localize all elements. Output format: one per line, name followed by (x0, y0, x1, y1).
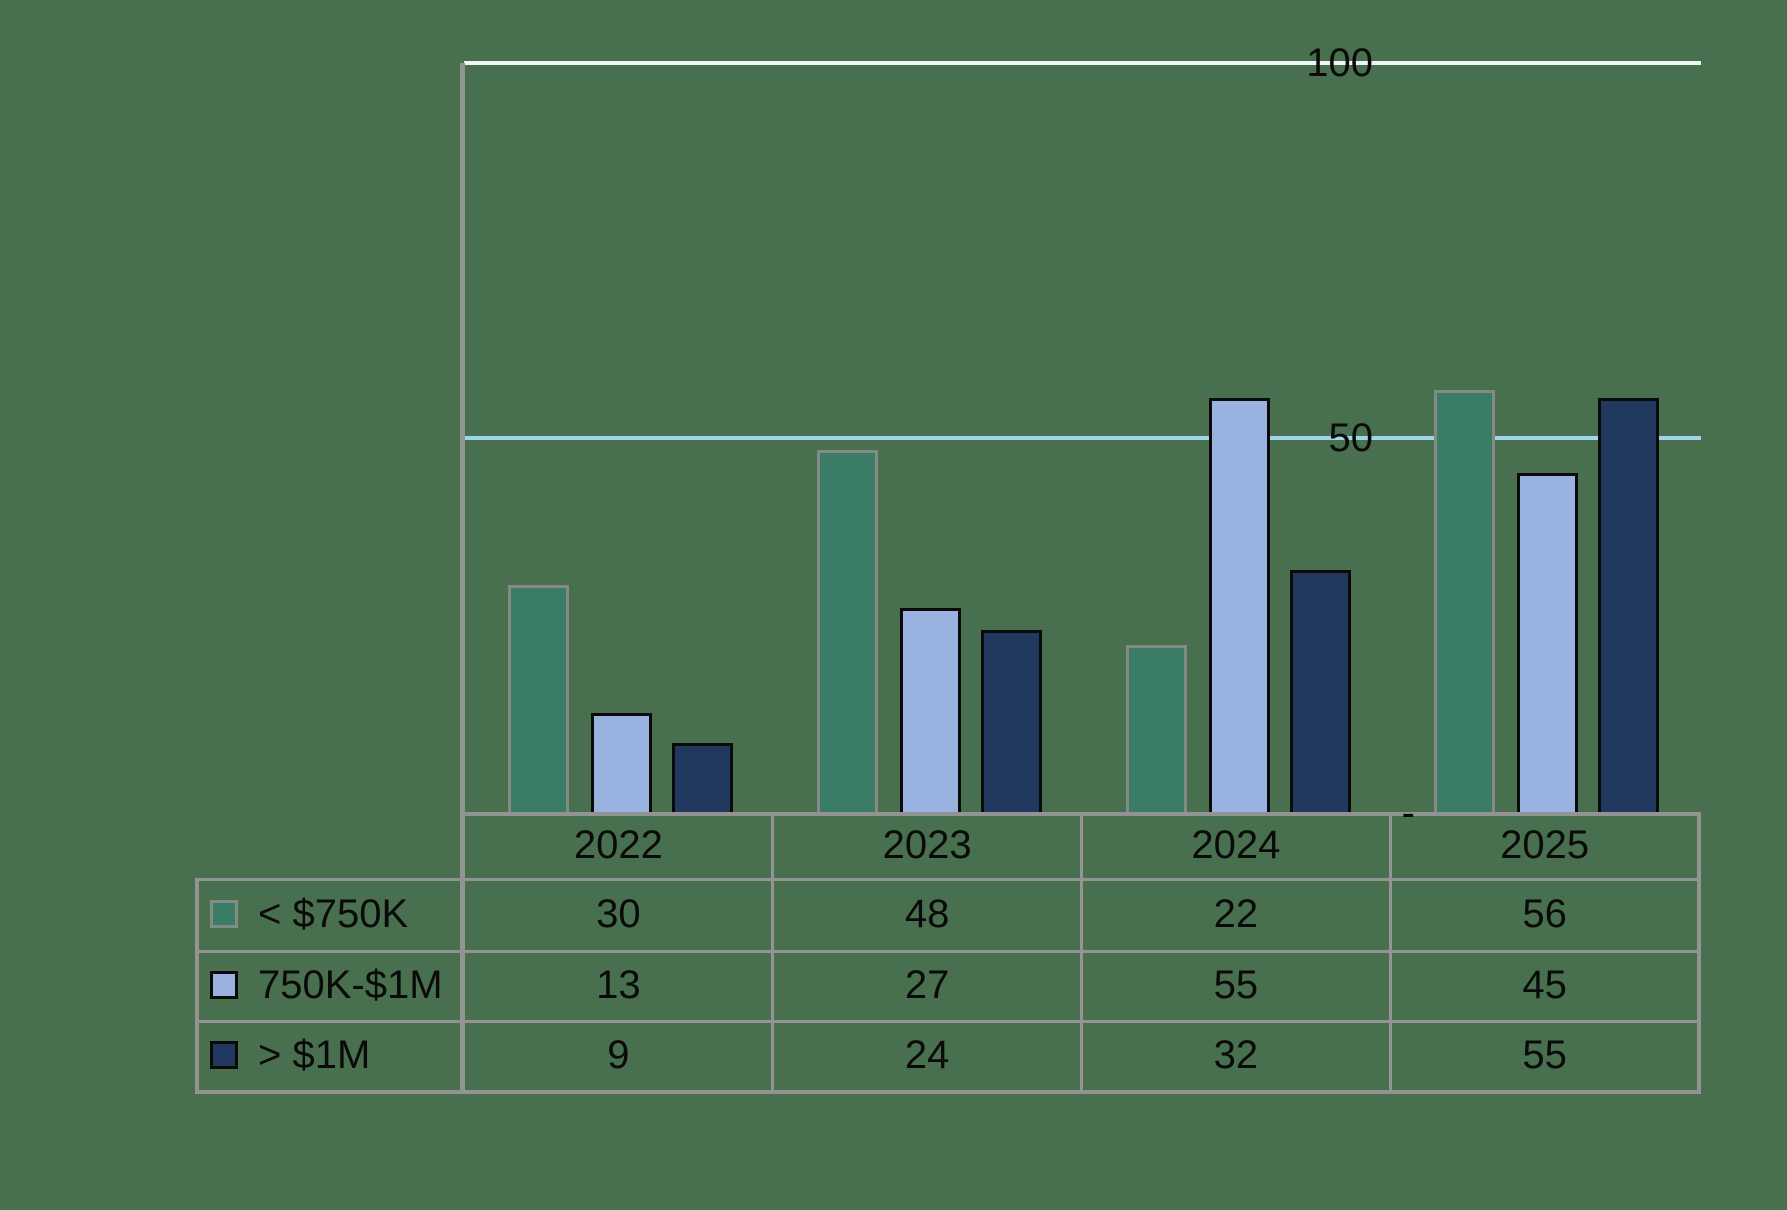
gridline-50 (464, 436, 1701, 440)
bar-2023-lt-750k (816, 450, 878, 813)
cell-2025-750k-1m: 45 (1522, 963, 1567, 1007)
cell-2023-750k-1m: 27 (904, 963, 950, 1007)
category-label-2023: 2023 (882, 823, 972, 867)
table-column-border-1 (771, 812, 775, 1094)
cell-2022-lt-750k: 30 (596, 892, 641, 936)
bar-2022-750k-1m (591, 712, 652, 813)
table-row-border-3 (195, 1020, 1701, 1023)
bar-2024-gt-1m (1289, 570, 1351, 813)
bar-2022-lt-750k (508, 585, 569, 813)
cell-2024-750k-1m: 55 (1213, 963, 1259, 1007)
bar-2025-lt-750k (1434, 390, 1496, 813)
table-bottom-border (195, 1090, 1701, 1094)
gridline-100 (464, 61, 1701, 65)
table-column-border-3 (1388, 812, 1392, 1094)
table-left-border (195, 878, 199, 1094)
cell-2024-gt-1m: 32 (1213, 1033, 1259, 1077)
legend-label-750k-1m: 750K-$1M (258, 963, 443, 1007)
bar-2024-750k-1m (1208, 397, 1270, 813)
table-column-border-2 (1080, 812, 1083, 1094)
legend-swatch-lt-750k (210, 900, 238, 928)
table-right-border (1697, 812, 1701, 1094)
bar-2025-750k-1m (1517, 472, 1579, 813)
bar-2023-gt-1m (980, 630, 1042, 813)
cell-2025-lt-750k: 56 (1522, 892, 1567, 936)
cell-2025-gt-1m: 55 (1522, 1033, 1567, 1077)
category-label-2025: 2025 (1500, 823, 1590, 867)
y-tick-label-50: 50 (1328, 416, 1374, 460)
table-row-border-1 (195, 878, 1701, 881)
legend-label-gt-1m: > $1M (258, 1033, 371, 1077)
cell-2022-gt-1m: 9 (607, 1033, 630, 1077)
category-label-2024: 2024 (1191, 823, 1281, 867)
bar-2025-gt-1m (1598, 397, 1660, 813)
bar-2022-gt-1m (672, 742, 733, 813)
bar-2023-750k-1m (899, 607, 961, 813)
y-tick-label-100: 100 (1306, 41, 1373, 85)
cell-2023-lt-750k: 48 (904, 892, 950, 936)
bar-2024-lt-750k (1125, 645, 1187, 813)
y-tick-label-0: - (1401, 791, 1415, 835)
legend-label-lt-750k: < $750K (258, 892, 409, 936)
table-row-border-2 (195, 950, 1701, 953)
cell-2024-lt-750k: 22 (1213, 892, 1259, 936)
legend-swatch-gt-1m (210, 1041, 238, 1069)
legend-swatch-750k-1m (210, 971, 238, 999)
cell-2022-750k-1m: 13 (596, 963, 641, 1007)
y-axis-line (460, 63, 465, 1094)
cell-2023-gt-1m: 24 (904, 1033, 950, 1077)
category-label-2022: 2022 (573, 823, 663, 867)
